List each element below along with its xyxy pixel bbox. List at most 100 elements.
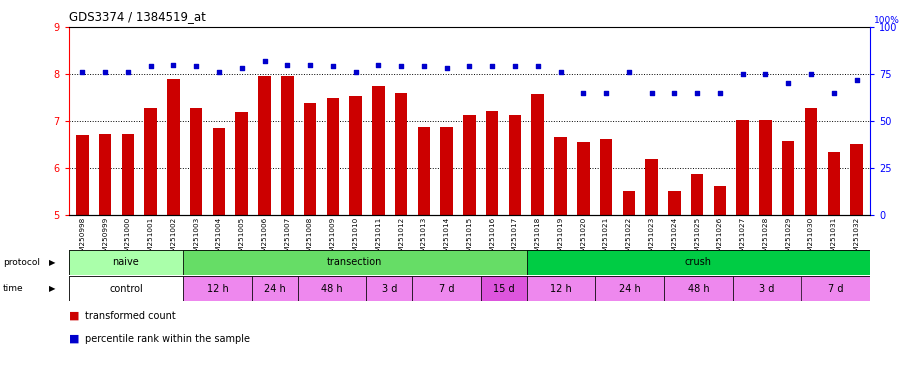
Bar (69, 276, 183, 301)
Bar (508, 115, 521, 215)
Text: time: time (3, 285, 24, 293)
Text: 7 d: 7 d (828, 284, 844, 294)
Bar (281, 76, 293, 215)
Bar (759, 120, 771, 215)
Bar (366, 276, 412, 301)
Text: naive: naive (113, 257, 139, 267)
Text: GDS3374 / 1384519_at: GDS3374 / 1384519_at (69, 10, 205, 23)
Point (75, 69, 90, 75)
Point (302, 61, 317, 68)
Point (713, 90, 727, 96)
Bar (235, 113, 248, 215)
Point (325, 63, 340, 70)
Bar (99, 134, 112, 215)
Bar (463, 115, 475, 215)
Bar (372, 86, 385, 215)
Point (758, 71, 773, 77)
Point (440, 65, 454, 71)
Text: 12 h: 12 h (551, 284, 572, 294)
Point (599, 90, 614, 96)
Point (849, 76, 864, 83)
Point (826, 90, 841, 96)
Text: transformed count: transformed count (85, 311, 176, 321)
Bar (664, 276, 733, 301)
Bar (802, 276, 870, 301)
Point (212, 69, 226, 75)
Bar (412, 276, 481, 301)
Bar (349, 96, 362, 215)
Bar (395, 93, 408, 215)
Bar (168, 79, 180, 215)
Bar (183, 276, 252, 301)
Point (781, 80, 796, 86)
Bar (736, 120, 749, 215)
Text: 3 d: 3 d (759, 284, 775, 294)
Point (234, 65, 249, 71)
Point (394, 63, 409, 70)
Bar (258, 76, 271, 215)
Bar (714, 186, 726, 215)
Bar (145, 108, 157, 215)
Bar (782, 141, 794, 215)
Text: 24 h: 24 h (619, 284, 640, 294)
Point (98, 69, 113, 75)
Text: 48 h: 48 h (688, 284, 709, 294)
Point (736, 71, 750, 77)
Point (690, 90, 704, 96)
Bar (527, 276, 595, 301)
Point (507, 63, 522, 70)
Text: ▶: ▶ (49, 258, 56, 266)
Text: 12 h: 12 h (207, 284, 228, 294)
Bar (646, 159, 658, 215)
Point (166, 61, 180, 68)
Bar (122, 134, 134, 215)
Bar (805, 108, 817, 215)
Bar (190, 108, 202, 215)
Bar (441, 127, 453, 215)
Bar (298, 276, 366, 301)
Text: 24 h: 24 h (264, 284, 286, 294)
Bar (577, 142, 590, 215)
Text: 100%: 100% (875, 17, 900, 25)
Text: control: control (109, 284, 143, 294)
Bar (623, 190, 635, 215)
Bar (327, 98, 339, 215)
Bar (527, 250, 870, 275)
Text: crush: crush (685, 257, 712, 267)
Bar (691, 174, 703, 215)
Bar (69, 250, 183, 275)
Point (530, 63, 545, 70)
Text: ■: ■ (69, 334, 79, 344)
Text: protocol: protocol (3, 258, 39, 266)
Point (348, 69, 363, 75)
Bar (481, 276, 527, 301)
Bar (304, 103, 316, 215)
Point (644, 90, 659, 96)
Point (667, 90, 682, 96)
Bar (850, 144, 863, 215)
Bar (595, 276, 664, 301)
Bar (183, 250, 527, 275)
Bar (213, 128, 225, 215)
Bar (252, 276, 298, 301)
Text: 15 d: 15 d (493, 284, 515, 294)
Text: transection: transection (327, 257, 383, 267)
Point (257, 58, 272, 64)
Point (280, 61, 295, 68)
Bar (418, 127, 431, 215)
Bar (827, 152, 840, 215)
Bar (486, 111, 498, 215)
Point (803, 71, 818, 77)
Text: percentile rank within the sample: percentile rank within the sample (85, 334, 250, 344)
Point (417, 63, 431, 70)
Bar (733, 276, 802, 301)
Point (189, 63, 203, 70)
Point (553, 69, 568, 75)
Point (143, 63, 158, 70)
Text: ■: ■ (69, 311, 79, 321)
Bar (76, 135, 89, 215)
Point (462, 63, 476, 70)
Point (485, 63, 499, 70)
Text: 7 d: 7 d (439, 284, 454, 294)
Text: ▶: ▶ (49, 285, 56, 293)
